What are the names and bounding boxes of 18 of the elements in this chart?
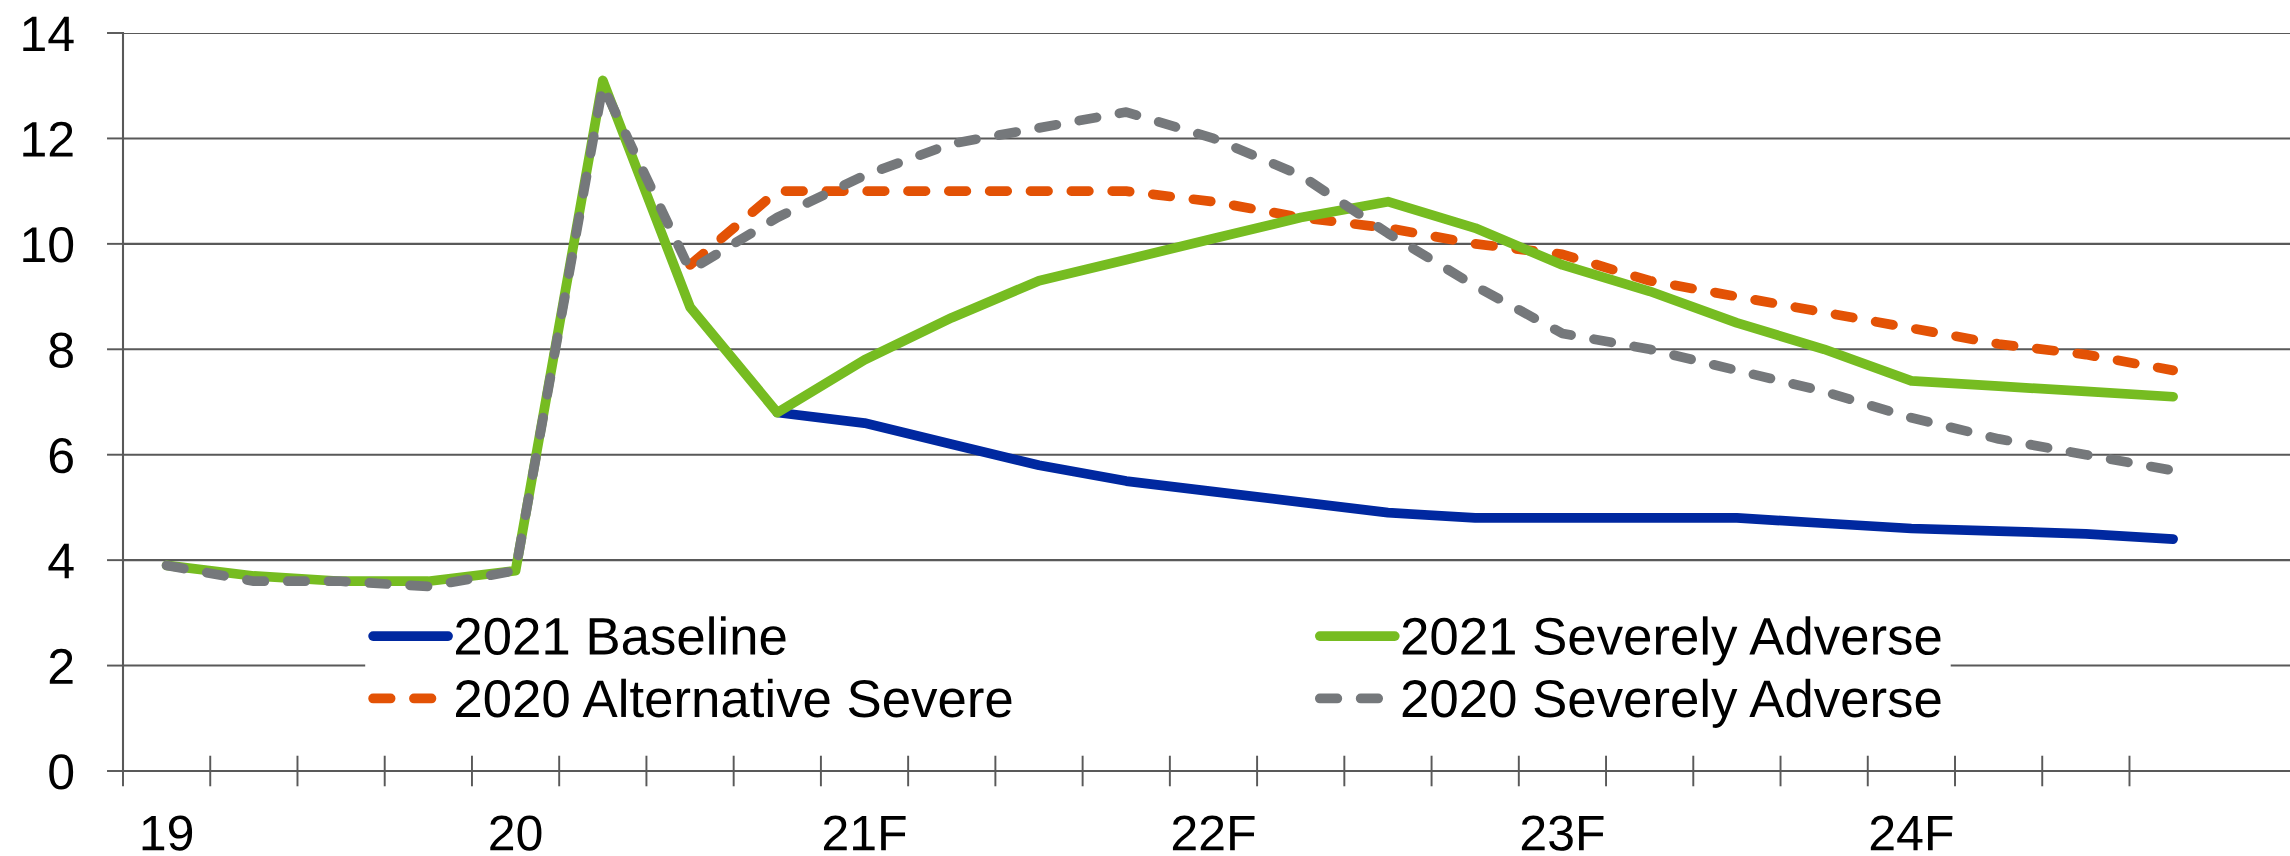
y-tick-label: 8 (49, 332, 73, 368)
y-tick-label: 4 (48, 543, 74, 579)
legend-label: 2021 Baseline (455, 616, 786, 656)
y-tick-label: 10 (23, 227, 74, 263)
y-tick-label: 14 (23, 16, 74, 52)
x-tick-label: 24F (1870, 815, 1953, 851)
y-tick-label: 12 (23, 121, 73, 157)
x-tick-label: 22F (1172, 815, 1255, 851)
x-tick-label: 23F (1521, 815, 1604, 851)
legend-label: 2020 Severely Adverse (1402, 678, 1941, 728)
y-tick-label: 2 (49, 648, 73, 684)
y-tick-label: 0 (49, 754, 74, 790)
x-tick-label: 20 (490, 815, 542, 851)
y-tick-label: 6 (49, 437, 73, 474)
x-tick-label: 21F (823, 815, 906, 851)
x-tick-label: 19 (142, 815, 193, 851)
legend-label: 2020 Alternative Severe (455, 678, 1012, 718)
legend-label: 2021 Severely Adverse (1402, 616, 1941, 666)
